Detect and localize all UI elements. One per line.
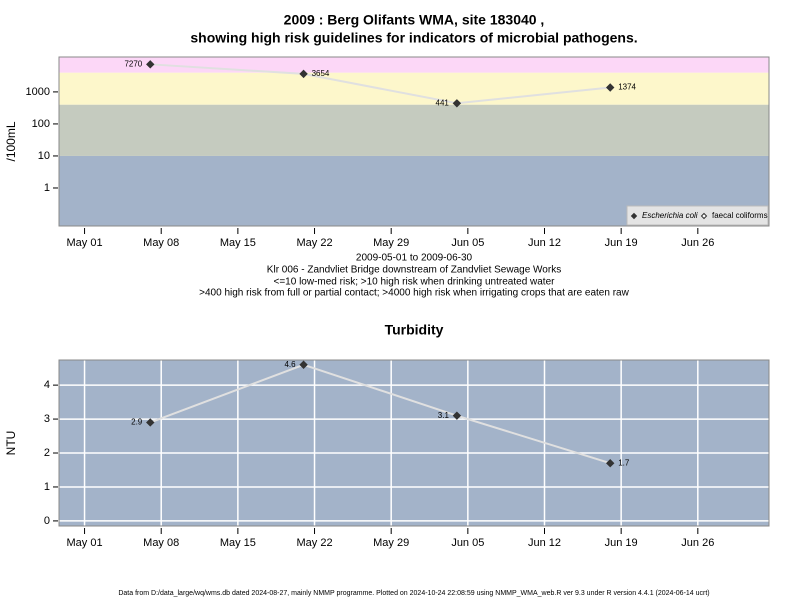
x-tick-label: Jun 26 (681, 237, 714, 249)
chart-title: 2009 : Berg Olifants WMA, site 183040 , (284, 12, 545, 28)
chart-title: Turbidity (385, 322, 444, 338)
x-tick-label: May 15 (220, 237, 256, 249)
data-label: 441 (436, 98, 450, 107)
y-tick-label: 1 (44, 481, 50, 493)
x-tick-label: May 08 (143, 237, 179, 249)
data-label: 7270 (124, 59, 142, 68)
footer: Data from D:/data_large/wq/wms.db dated … (118, 590, 709, 597)
x-tick-label: Jun 12 (528, 537, 561, 549)
x-tick-label: May 22 (296, 537, 332, 549)
series-line (150, 63, 611, 105)
subtitle: Klr 006 - Zandvliet Bridge downstream of… (267, 265, 561, 276)
y-tick-label: 0 (44, 515, 50, 527)
x-tick-label: May 22 (296, 237, 332, 249)
series-line (149, 363, 611, 465)
data-point (146, 418, 155, 427)
x-tick-label: Jun 05 (451, 537, 484, 549)
data-label: 4.6 (284, 360, 296, 369)
data-point (606, 458, 615, 468)
legend-label: faecal coliforms (712, 211, 768, 220)
plot-frame (58, 56, 770, 227)
risk-band (59, 104, 769, 156)
data-label: 1.7 (618, 458, 630, 467)
subtitle: <=10 low-med risk; >10 high risk when dr… (274, 277, 556, 288)
y-tick-label: 100 (32, 118, 50, 130)
y-tick-label: 1 (44, 182, 50, 194)
x-tick-label: May 29 (373, 537, 409, 549)
data-point (452, 99, 462, 108)
y-tick-label: 4 (44, 379, 50, 391)
subtitle: 2009-05-01 to 2009-06-30 (356, 253, 473, 264)
legend-marker (700, 212, 708, 220)
x-tick-label: Jun 05 (451, 237, 484, 249)
data-point (606, 83, 615, 92)
x-tick-label: May 01 (67, 237, 103, 249)
legend-label: Escherichia coli (642, 211, 698, 220)
chart-title: showing high risk guidelines for indicat… (190, 30, 637, 46)
data-point (299, 360, 308, 369)
data-label: 1374 (618, 83, 636, 92)
y-tick-label: 2 (44, 447, 50, 459)
data-label: 2.9 (131, 418, 143, 427)
x-tick-label: Jun 19 (605, 237, 638, 249)
legend-box (626, 205, 769, 226)
plot-frame (58, 359, 770, 527)
x-tick-label: Jun 26 (681, 537, 714, 549)
y-tick-label: 10 (38, 150, 50, 162)
x-tick-label: May 08 (143, 537, 179, 549)
x-tick-label: May 29 (373, 237, 409, 249)
y-tick-label: 3 (44, 413, 50, 425)
x-tick-label: Jun 19 (605, 537, 638, 549)
legend: Escherichia coli faecal coliforms (626, 205, 769, 226)
data-label: 3.1 (438, 411, 450, 420)
data-point (299, 69, 308, 79)
data-point (146, 60, 155, 69)
y-axis-label: /100mL (4, 121, 18, 161)
risk-band (59, 72, 769, 105)
plot-background (59, 360, 769, 526)
x-tick-label: May 15 (220, 537, 256, 549)
y-tick-label: 1000 (26, 86, 50, 98)
data-point (452, 411, 462, 420)
x-tick-label: Jun 12 (528, 237, 561, 249)
y-axis-label: NTU (4, 431, 18, 456)
legend-marker (630, 212, 638, 220)
x-tick-label: May 01 (67, 537, 103, 549)
data-label: 3654 (312, 69, 330, 78)
subtitle: >400 high risk from full or partial cont… (199, 288, 629, 299)
